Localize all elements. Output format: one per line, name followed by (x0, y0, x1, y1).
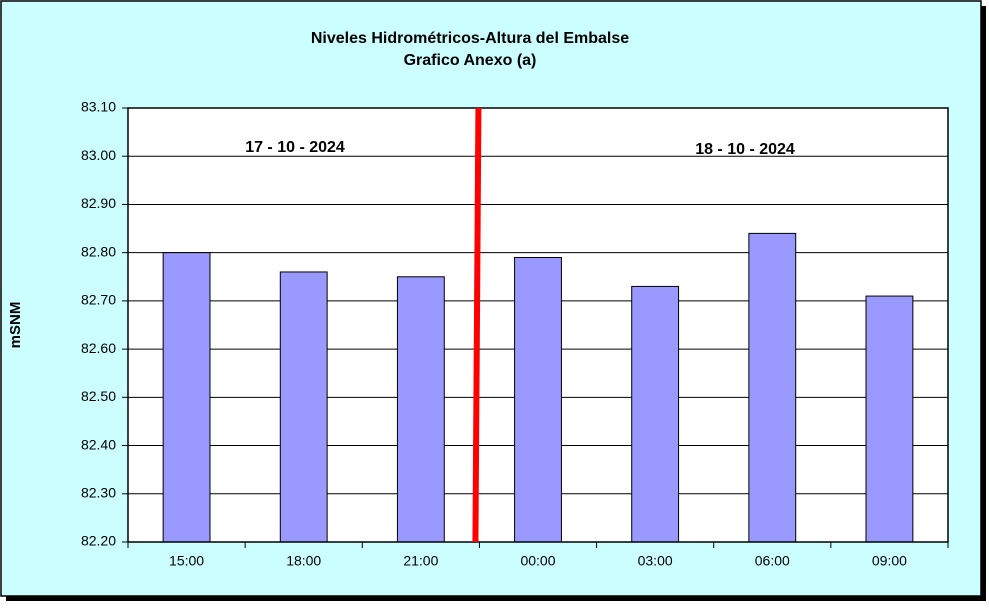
bar (279, 271, 328, 543)
day-divider (472, 107, 482, 543)
y-tick-label: 82.40 (81, 436, 116, 452)
y-tick-label: 82.80 (81, 243, 116, 259)
x-tick-label: 03:00 (638, 553, 673, 569)
y-tick-label: 82.70 (81, 292, 116, 308)
annotation: 17 - 10 - 2024 (245, 139, 345, 156)
x-tick-label: 15:00 (169, 553, 204, 569)
x-tick-label: 18:00 (286, 553, 321, 569)
chart-title: Niveles Hidrométricos-Altura del Embalse (311, 30, 629, 47)
annotation: 18 - 10 - 2024 (695, 141, 795, 158)
bar (748, 232, 797, 543)
bar (865, 295, 914, 543)
y-tick-label: 83.10 (81, 99, 116, 115)
y-tick-label: 83.00 (81, 147, 116, 163)
x-tick-label: 21:00 (403, 553, 438, 569)
x-tick-label: 06:00 (755, 553, 790, 569)
plot-border (127, 107, 949, 543)
bar (514, 256, 562, 543)
y-tick-label: 82.50 (81, 388, 116, 404)
y-tick-label: 82.20 (81, 533, 116, 549)
x-tick-label: 00:00 (520, 553, 555, 569)
chart-subtitle: Grafico Anexo (a) (404, 52, 537, 69)
y-tick-label: 82.30 (81, 484, 116, 500)
y-axis-label: mSNM (7, 302, 24, 349)
bar (631, 285, 680, 543)
bar (396, 276, 445, 543)
x-tick-label: 09:00 (872, 553, 907, 569)
y-tick-label: 82.60 (81, 340, 116, 356)
bar (162, 252, 211, 543)
y-tick-label: 82.90 (81, 195, 116, 211)
